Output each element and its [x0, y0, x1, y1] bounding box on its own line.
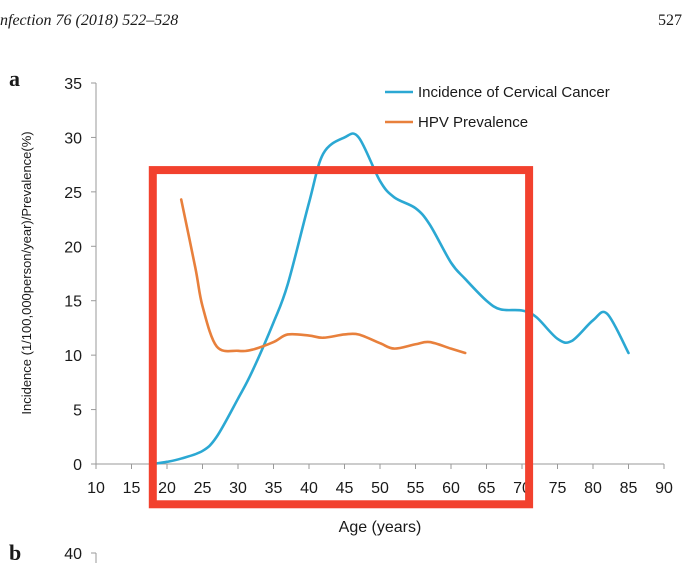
panel-b-label: b	[9, 540, 22, 563]
highlight-annotation	[148, 166, 534, 509]
y-tick-label: 10	[64, 348, 82, 365]
x-tick-label: 45	[336, 480, 354, 497]
series-layer	[151, 132, 630, 466]
hpv-prevalence-line	[179, 198, 467, 355]
y-tick-label: 20	[64, 239, 82, 256]
x-tick-label: 20	[158, 480, 176, 497]
y-tick-label: 25	[64, 185, 82, 202]
legend-label: HPV Prevalence	[418, 114, 528, 131]
panel-a-label: a	[9, 66, 20, 91]
x-tick-label: 90	[655, 480, 673, 497]
y-tick-label: 5	[73, 403, 82, 420]
x-tick-label: 85	[620, 480, 638, 497]
x-tick-label: 25	[194, 480, 212, 497]
x-tick-label: 30	[229, 480, 247, 497]
x-tick-label: 65	[478, 480, 496, 497]
y-axis-label: Incidence (1/100,000person/year)/Prevale…	[19, 131, 34, 414]
legend: Incidence of Cervical Cancer HPV Prevalen…	[385, 84, 610, 131]
incidence-line	[151, 132, 630, 466]
y-tick-label: 35	[64, 76, 82, 93]
x-tick-label: 55	[407, 480, 425, 497]
x-axis-label: Age (years)	[339, 519, 422, 536]
y-tick-label: 15	[64, 294, 82, 311]
x-tick-label: 60	[442, 480, 460, 497]
x-tick-label: 40	[300, 480, 318, 497]
x-tick-label: 35	[265, 480, 283, 497]
y-tick-label: 30	[64, 130, 82, 147]
x-tick-label: 75	[549, 480, 567, 497]
panel-b-axis-stub: 40	[64, 546, 97, 563]
legend-label: Incidence of Cervical Cancer	[418, 84, 610, 101]
panel-b-y-tick-label: 40	[64, 546, 82, 563]
x-tick-label: 80	[584, 480, 602, 497]
journal-reference: nfection 76 (2018) 522–528	[0, 12, 179, 29]
highlight-rectangle	[148, 166, 534, 509]
x-tick-label: 50	[371, 480, 389, 497]
x-tick-label: 10	[87, 480, 105, 497]
y-tick-label: 0	[73, 457, 82, 474]
x-tick-label: 15	[123, 480, 141, 497]
page-number: 527	[658, 12, 682, 29]
